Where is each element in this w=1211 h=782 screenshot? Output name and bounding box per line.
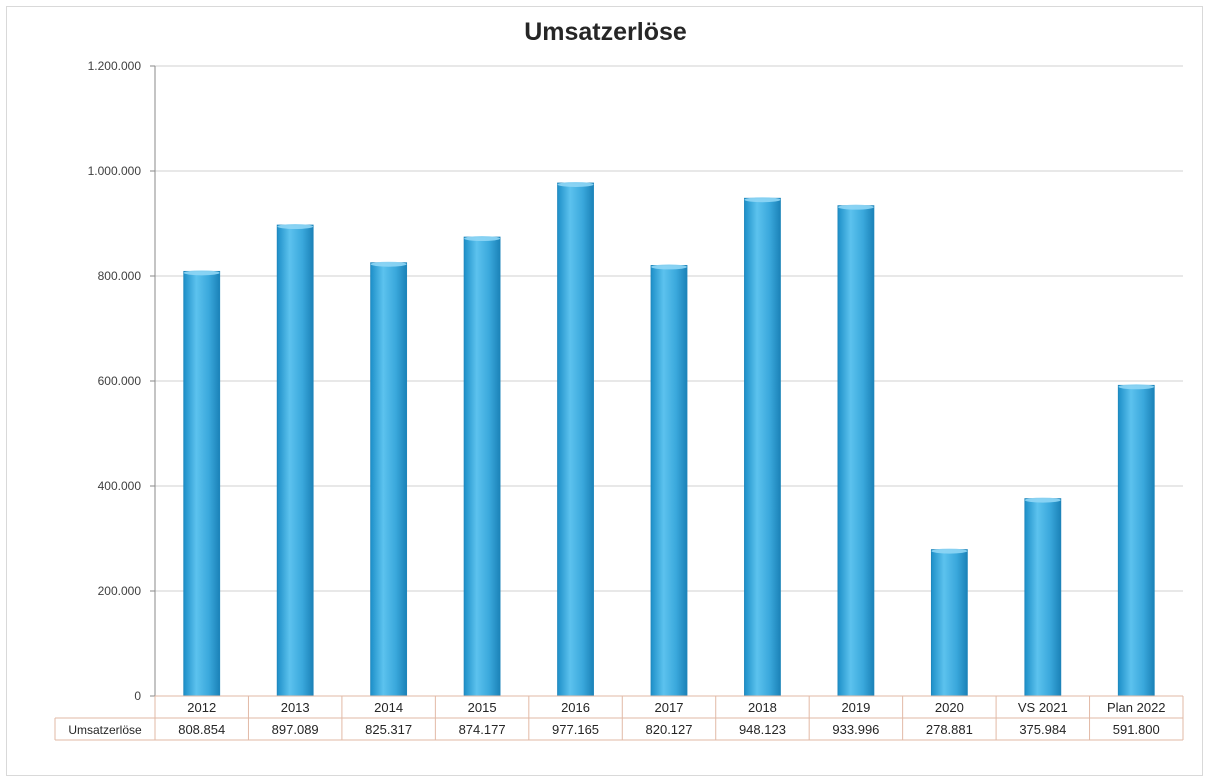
table-value-cell: 825.317 bbox=[365, 722, 412, 737]
x-category-label: 2015 bbox=[468, 700, 497, 715]
bar-2017 bbox=[650, 265, 688, 697]
table-value-cell: 977.165 bbox=[552, 722, 599, 737]
bar-vs-2021 bbox=[1024, 498, 1062, 697]
bar-cap bbox=[651, 264, 687, 270]
x-category-label: Plan 2022 bbox=[1107, 700, 1166, 715]
x-category-label: 2014 bbox=[374, 700, 403, 715]
bar-2020 bbox=[930, 549, 968, 697]
table-value-cell: 948.123 bbox=[739, 722, 786, 737]
table-value-cell: 278.881 bbox=[926, 722, 973, 737]
data-table: Umsatzerlöse 2012 808.854 2013 897.089 2014 82… bbox=[54, 695, 1184, 741]
table-value-cell: 874.177 bbox=[459, 722, 506, 737]
table-value-cell: 897.089 bbox=[272, 722, 319, 737]
x-category-label: 2019 bbox=[841, 700, 870, 715]
y-tick-label: 200.000 bbox=[98, 584, 142, 598]
table-series-label: Umsatzerlöse bbox=[68, 723, 142, 737]
bar-2013 bbox=[276, 224, 314, 697]
bar-2012 bbox=[183, 270, 221, 697]
x-category-label: 2013 bbox=[281, 700, 310, 715]
bar-2015 bbox=[463, 236, 501, 697]
x-category-label: VS 2021 bbox=[1018, 700, 1068, 715]
bar-2018 bbox=[744, 197, 781, 697]
bar-cap bbox=[370, 261, 407, 267]
x-category-label: 2012 bbox=[187, 700, 216, 715]
bar-2016 bbox=[557, 182, 594, 697]
bars bbox=[183, 181, 1155, 697]
bar-cap bbox=[1024, 497, 1061, 503]
x-category-label: 2017 bbox=[655, 700, 684, 715]
bar-cap bbox=[744, 197, 781, 203]
bar-cap bbox=[931, 548, 968, 554]
table-value-cell: 820.127 bbox=[646, 722, 693, 737]
bar-plan-2022 bbox=[1117, 384, 1155, 697]
x-category-label: 2018 bbox=[748, 700, 777, 715]
chart-title: Umsatzerlöse bbox=[524, 18, 687, 46]
x-category-label: 2020 bbox=[935, 700, 964, 715]
y-tick-label: 600.000 bbox=[98, 374, 142, 388]
table-value-cell: 375.984 bbox=[1019, 722, 1066, 737]
bar-2019 bbox=[837, 205, 875, 697]
y-axis: 0 200.000 400.000 600.000 800.000 1.000.000 1.… bbox=[88, 59, 156, 703]
y-tick-label: 400.000 bbox=[98, 479, 142, 493]
bar-cap bbox=[183, 270, 220, 276]
table-value-cell: 933.996 bbox=[832, 722, 879, 737]
bar-cap bbox=[837, 204, 874, 210]
bar-cap bbox=[464, 236, 501, 242]
y-tick-label: 1.000.000 bbox=[88, 164, 142, 178]
x-category-label: 2016 bbox=[561, 700, 590, 715]
table-value-cell: 808.854 bbox=[178, 722, 225, 737]
bar-2014 bbox=[370, 262, 408, 697]
bar-cap bbox=[277, 224, 314, 230]
bar-cap bbox=[557, 181, 594, 187]
bar-cap bbox=[1118, 384, 1155, 390]
table-value-cell: 591.800 bbox=[1113, 722, 1160, 737]
y-tick-label: 1.200.000 bbox=[88, 59, 142, 73]
y-tick-label: 800.000 bbox=[98, 269, 142, 283]
y-tick-label: 0 bbox=[134, 689, 141, 703]
